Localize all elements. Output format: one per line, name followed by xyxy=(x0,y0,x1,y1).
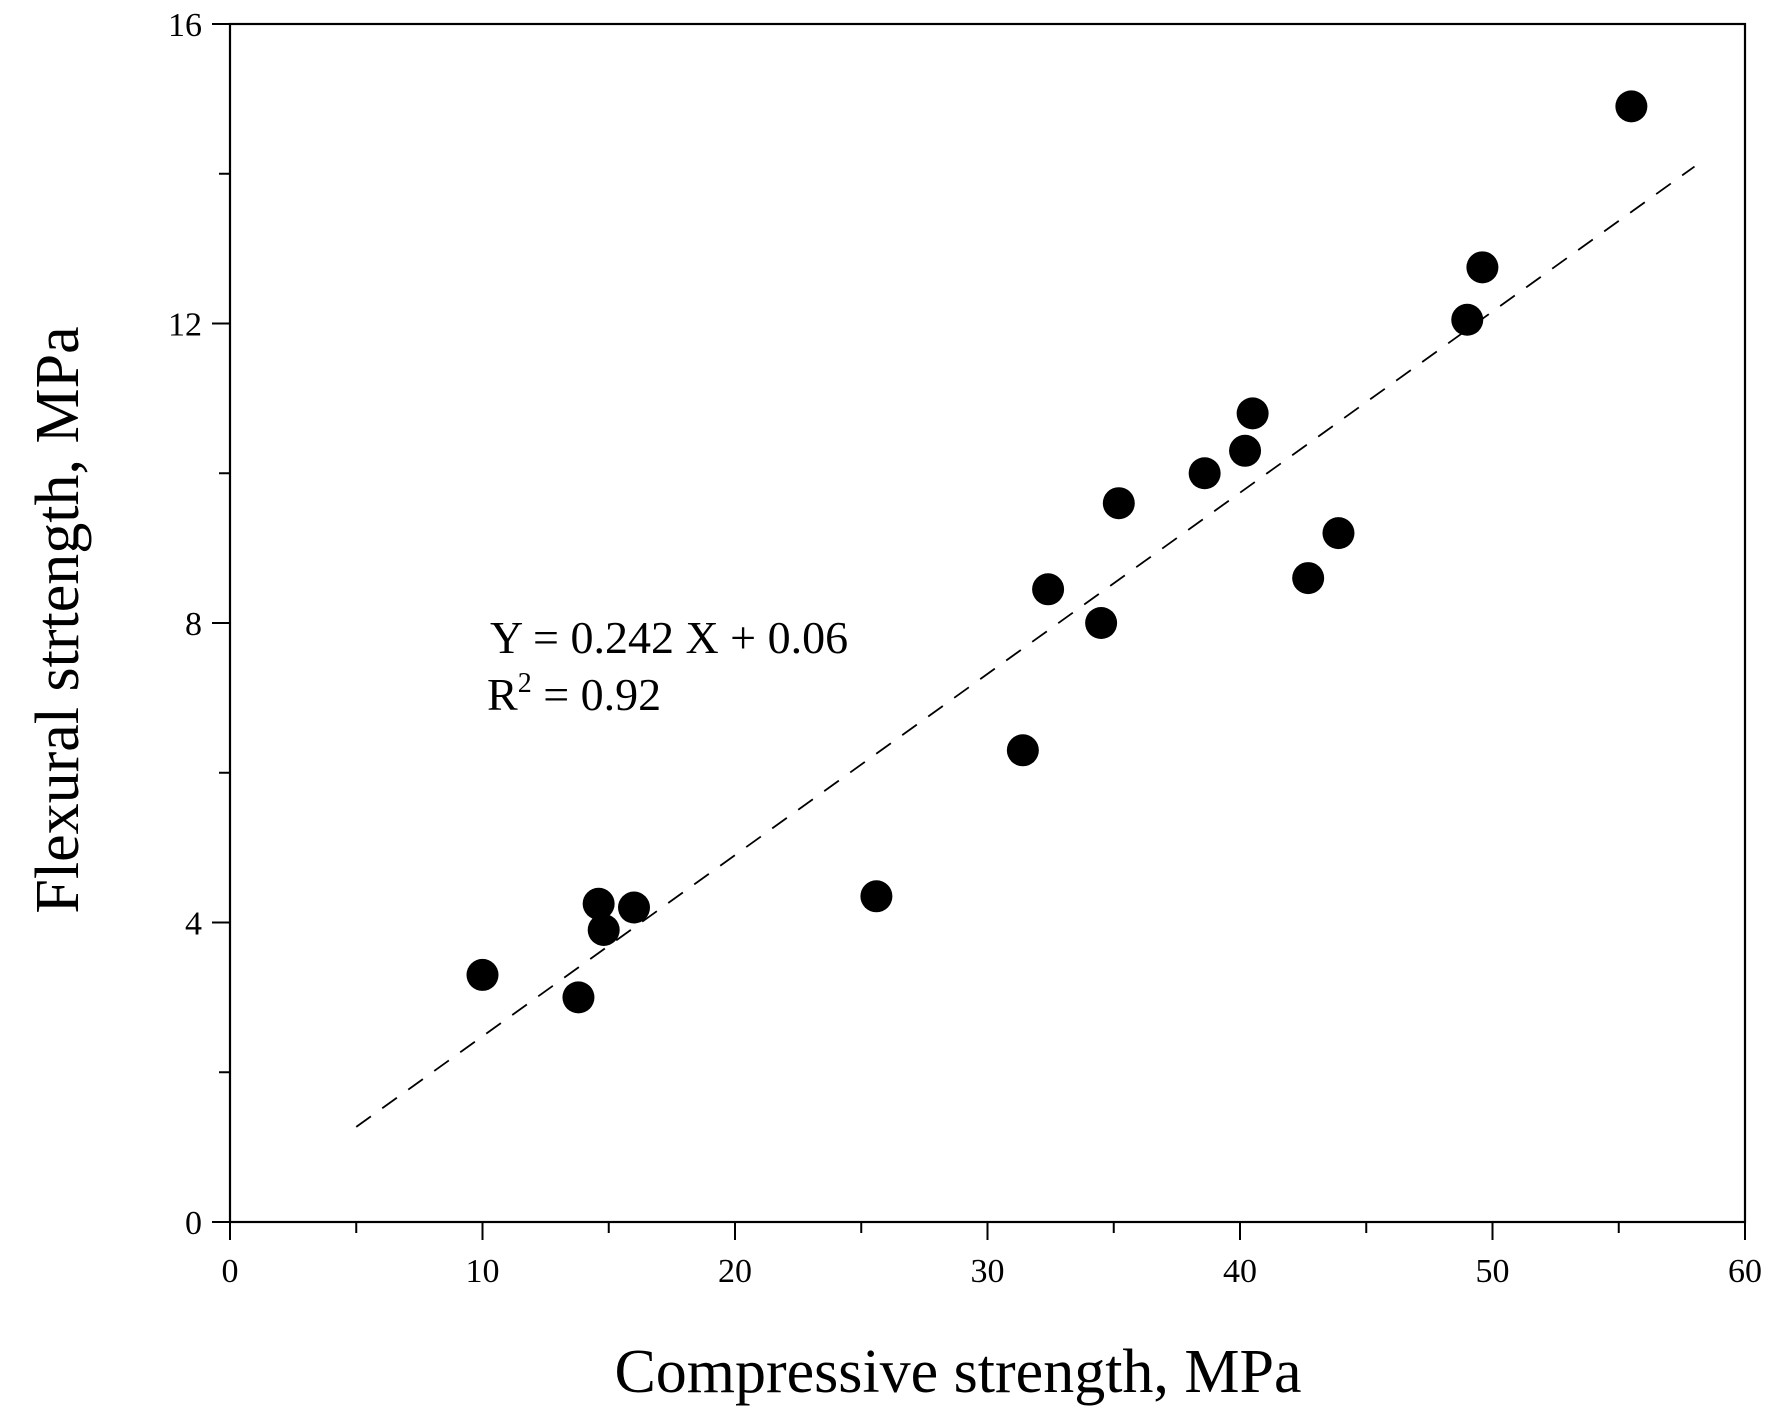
x-tick-label: 10 xyxy=(466,1253,500,1290)
x-tick-label: 60 xyxy=(1728,1253,1762,1290)
data-point xyxy=(1322,517,1355,550)
data-point xyxy=(618,891,650,924)
tick-labels: 0 10 20 30 40 50 60 0 4 8 12 16 xyxy=(168,7,1762,1290)
r-squared-prefix: R xyxy=(487,669,518,720)
data-point xyxy=(1451,303,1484,336)
data-point xyxy=(466,958,499,991)
data-point xyxy=(1615,90,1648,123)
data-point xyxy=(582,887,615,920)
data-point xyxy=(562,981,595,1014)
data-point xyxy=(1006,734,1039,767)
y-tick-label: 0 xyxy=(185,1205,202,1242)
data-point xyxy=(1102,487,1135,520)
y-tick-label: 4 xyxy=(185,906,202,943)
r-squared-annotation: R2 = 0.92 xyxy=(487,668,661,720)
data-point xyxy=(1032,573,1065,606)
y-tick-label: 12 xyxy=(168,307,202,344)
x-tick-label: 50 xyxy=(1476,1253,1510,1290)
x-tick-label: 40 xyxy=(1223,1253,1257,1290)
data-point xyxy=(1236,397,1269,430)
x-tick-label: 20 xyxy=(718,1253,752,1290)
y-tick-label: 16 xyxy=(168,7,202,44)
r-squared-value: = 0.92 xyxy=(532,669,661,720)
y-axis-title: Flexural strtength, MPa xyxy=(24,326,92,913)
axes xyxy=(228,22,1747,1224)
data-point xyxy=(1188,457,1221,490)
data-points xyxy=(466,90,1648,1014)
x-axis-title: Compressive strength, MPa xyxy=(614,1338,1301,1406)
tick-marks xyxy=(212,23,1746,1240)
data-point xyxy=(1292,562,1325,595)
data-point xyxy=(1085,607,1118,639)
data-point xyxy=(1466,251,1499,284)
data-point xyxy=(860,880,893,913)
data-point xyxy=(587,913,620,946)
x-tick-label: 30 xyxy=(971,1253,1005,1290)
regression-equation: Y = 0.242 X + 0.06 xyxy=(490,612,848,663)
x-tick-label: 0 xyxy=(222,1253,239,1290)
r-squared-superscript: 2 xyxy=(518,668,532,699)
y-tick-label: 8 xyxy=(185,606,202,643)
data-point xyxy=(1229,434,1262,467)
plot-frame xyxy=(228,22,1747,1224)
